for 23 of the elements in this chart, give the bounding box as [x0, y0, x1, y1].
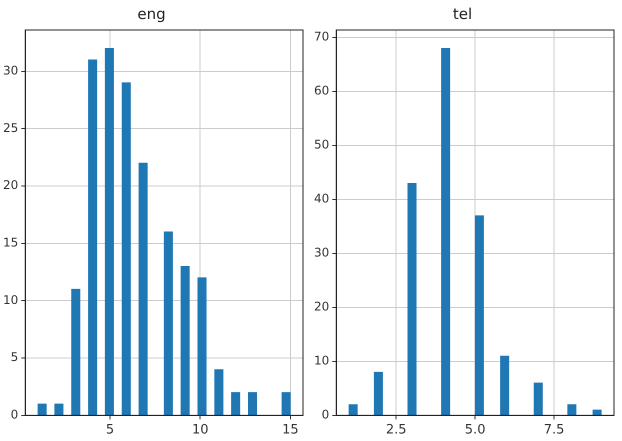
y-tick-label: 0	[322, 408, 330, 422]
y-tick-label: 10	[2, 292, 18, 307]
x-tick-label: 10	[192, 422, 208, 438]
x-tick-label: 5.0	[464, 422, 486, 438]
y-tick-label: 20	[314, 300, 330, 314]
y-tick-label: 10	[314, 354, 330, 368]
y-tick-label: 0	[10, 408, 18, 422]
y-tick-label: 20	[2, 178, 18, 192]
x-tick-label: 7.5	[544, 422, 564, 438]
y-tick-label: 25	[2, 120, 18, 135]
chart-title: eng	[137, 4, 166, 23]
chart-title: tel	[452, 4, 472, 23]
y-tick-label: 30	[2, 63, 18, 78]
y-tick-label: 40	[314, 192, 330, 206]
y-tick-label: 50	[314, 138, 330, 152]
x-tick-label: 5	[106, 422, 114, 438]
y-tick-label: 5	[10, 350, 18, 364]
y-tick-label: 70	[314, 30, 330, 44]
y-tick-label: 60	[314, 84, 330, 98]
x-tick-label: 15	[282, 422, 299, 438]
x-tick-label: 2.5	[386, 422, 407, 438]
y-tick-label: 15	[2, 235, 18, 250]
y-tick-label: 30	[314, 246, 330, 260]
